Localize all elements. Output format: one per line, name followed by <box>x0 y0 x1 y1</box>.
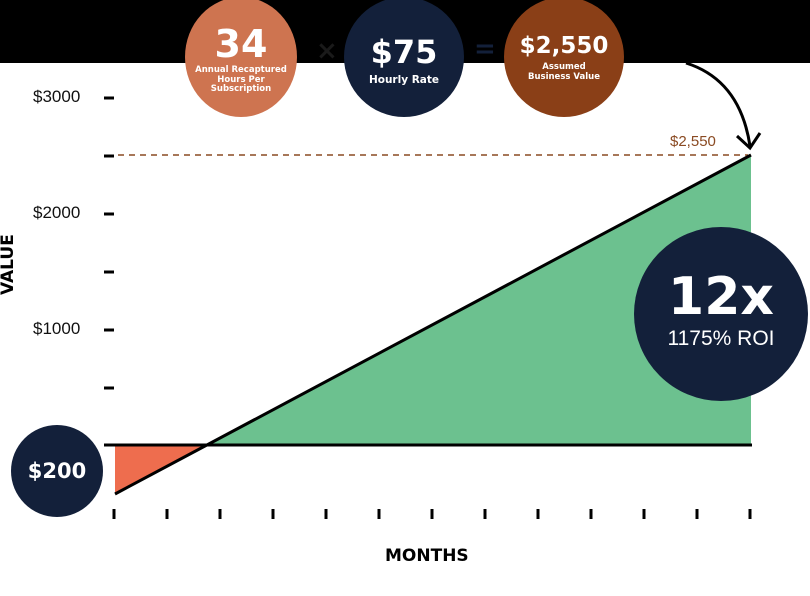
hours-label: Annual Recaptured Hours Per Subscription <box>195 64 287 95</box>
roi-badge: 12x 1175% ROI <box>634 227 808 401</box>
multiply-operator: × <box>316 36 338 66</box>
equals-operator: = <box>474 34 496 64</box>
curved-arrow-icon <box>685 61 752 147</box>
y-tick-1000: $1000 <box>33 319 81 338</box>
business-value: $2,550 <box>519 33 609 60</box>
rate-value: $75 <box>370 32 438 71</box>
hours-value: 34 <box>214 21 268 66</box>
roi-multiplier: 12x <box>668 267 774 327</box>
cost-value: $200 <box>27 458 87 483</box>
value-line <box>114 153 752 496</box>
y-axis-title: VALUE <box>0 234 18 295</box>
rate-circle: $75 Hourly Rate <box>344 0 464 117</box>
x-axis-title: MONTHS <box>385 546 469 566</box>
cost-badge: $200 <box>11 425 103 517</box>
y-axis-ticks <box>104 96 114 390</box>
business-value-circle: $2,550 Assumed Business Value <box>504 0 624 117</box>
roi-percent: 1175% ROI <box>667 327 775 350</box>
y-tick-2000: $2000 <box>33 203 81 222</box>
hours-circle: 34 Annual Recaptured Hours Per Subscript… <box>185 0 297 117</box>
y-tick-3000: $3000 <box>33 87 81 106</box>
arrow-head-icon <box>735 132 762 151</box>
rate-label: Hourly Rate <box>368 73 440 86</box>
x-axis-ticks <box>112 509 752 519</box>
business-value-label: Assumed Business Value <box>528 62 600 82</box>
target-value-annotation: $2,550 <box>670 133 716 150</box>
